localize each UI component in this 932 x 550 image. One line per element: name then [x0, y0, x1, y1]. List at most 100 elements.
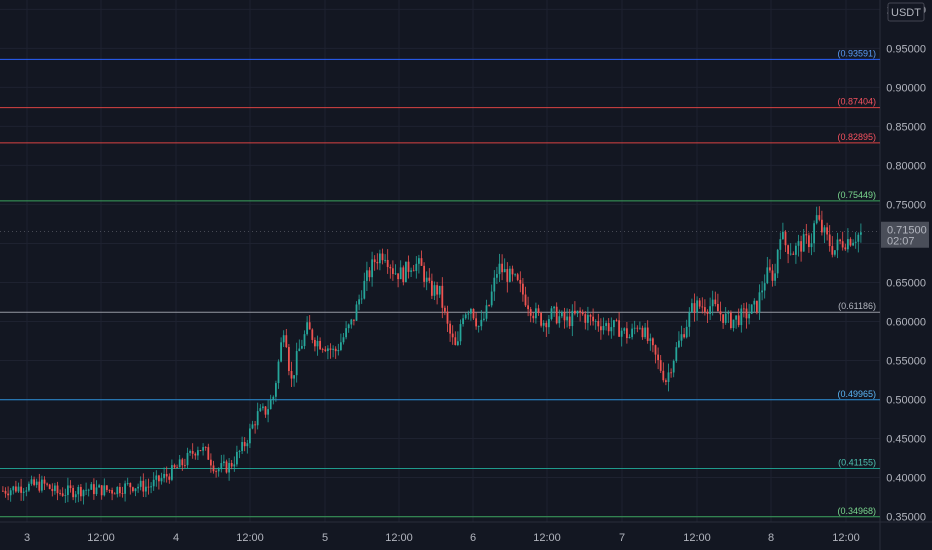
candle-body: [449, 323, 451, 334]
candle-body: [303, 334, 306, 347]
candle-body: [566, 316, 568, 321]
candle-body: [93, 484, 95, 495]
candle-body: [425, 277, 428, 282]
candle-body: [558, 316, 561, 324]
candle-countdown: 02:07: [887, 236, 915, 248]
x-tick-label: 12:00: [385, 532, 413, 544]
candle-body: [223, 461, 225, 464]
candle-body: [589, 314, 592, 317]
candle-body: [709, 306, 711, 314]
candle-body: [25, 490, 28, 492]
candle-body: [553, 306, 555, 309]
candle-body: [511, 268, 514, 275]
candle-body: [535, 308, 537, 319]
candle-body: [290, 371, 293, 379]
candle-body: [85, 489, 87, 491]
candle-body: [337, 350, 340, 352]
candle-body: [113, 493, 116, 495]
y-tick-label: 0.65000: [886, 277, 926, 289]
candle-body: [745, 308, 748, 319]
candle-body: [847, 239, 849, 250]
candle-body: [210, 459, 212, 466]
y-tick-label: 0.55000: [886, 355, 926, 367]
currency-badge[interactable]: [887, 2, 925, 22]
candle-body: [763, 283, 766, 291]
candle-body: [256, 411, 259, 426]
candle-body: [173, 465, 176, 468]
candle-body: [610, 327, 613, 332]
candle-body: [730, 312, 732, 328]
candle-body: [774, 273, 776, 281]
candle-body: [654, 345, 657, 355]
candle-body: [480, 319, 483, 327]
candle-body: [550, 308, 553, 320]
candle-body: [43, 479, 46, 484]
candle-body: [152, 479, 155, 487]
candle-body: [454, 337, 457, 346]
candle-body: [236, 451, 238, 465]
candle-body: [285, 335, 288, 348]
level-label: (0.61186): [838, 301, 876, 311]
y-tick-label: 0.60000: [886, 316, 926, 328]
candle-body: [145, 486, 147, 492]
candle-body: [860, 232, 862, 235]
candle-body: [750, 304, 753, 314]
candle-body: [685, 326, 688, 338]
candle-body: [394, 273, 397, 275]
candle-body: [355, 304, 358, 321]
candle-body: [766, 267, 769, 284]
y-tick-label: 0.40000: [886, 473, 926, 485]
candle-body: [288, 347, 290, 372]
candle-body: [839, 239, 841, 242]
candle-body: [678, 340, 680, 348]
candle-body: [717, 304, 719, 312]
candle-body: [493, 277, 496, 292]
candle-body: [275, 383, 277, 397]
candle-body: [181, 459, 184, 466]
candle-body: [106, 485, 108, 490]
candle-body: [420, 258, 423, 266]
current-price-badge[interactable]: [881, 221, 929, 248]
candle-body: [503, 269, 506, 273]
candle-body: [662, 370, 665, 381]
candle-body: [672, 360, 675, 373]
candle-body: [87, 489, 90, 491]
candle-body: [670, 372, 672, 374]
candle-body: [545, 322, 548, 328]
candle-body: [119, 486, 121, 494]
candle-body: [163, 473, 165, 479]
candle-body: [821, 219, 823, 233]
candle-body: [59, 493, 61, 494]
level-label: (0.49965): [837, 389, 876, 399]
candle-body: [103, 485, 106, 496]
candle-body: [568, 316, 571, 327]
candle-body: [646, 327, 649, 341]
candle-body: [129, 483, 132, 488]
candle-body: [740, 308, 743, 326]
candle-body: [376, 262, 379, 264]
candle-body: [771, 270, 774, 281]
candle-body: [38, 481, 41, 491]
candle-body: [675, 347, 678, 361]
candle-body: [202, 447, 204, 451]
candle-body: [431, 280, 433, 296]
candle-body: [457, 341, 459, 346]
candle-body: [779, 239, 782, 250]
candle-body: [688, 312, 691, 327]
candle-body: [451, 333, 454, 338]
x-tick-label: 12:00: [533, 532, 561, 544]
candle-body: [48, 484, 51, 489]
candle-body: [470, 308, 472, 314]
candle-body: [28, 483, 30, 491]
y-tick-label: 0.75000: [886, 199, 926, 211]
candle-body: [483, 318, 485, 320]
candle-body: [555, 306, 558, 324]
candle-body: [626, 328, 628, 339]
candle-body: [446, 311, 449, 324]
x-tick-label: 5: [322, 532, 328, 544]
candle-body: [301, 346, 303, 349]
candle-body: [363, 280, 366, 299]
